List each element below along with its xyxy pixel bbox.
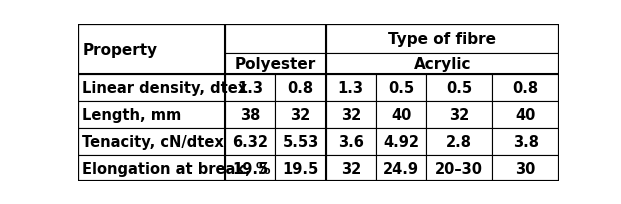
- Text: 38: 38: [240, 108, 260, 123]
- Bar: [492, 129, 559, 155]
- Text: 1.3: 1.3: [237, 81, 263, 96]
- Text: 4.92: 4.92: [383, 135, 419, 150]
- Text: Type of fibre: Type of fibre: [388, 32, 496, 47]
- Bar: [427, 102, 492, 129]
- Text: 1.3: 1.3: [338, 81, 364, 96]
- Text: 20–30: 20–30: [435, 161, 483, 176]
- Bar: [225, 54, 325, 75]
- Bar: [376, 155, 427, 182]
- Text: Acrylic: Acrylic: [414, 57, 471, 72]
- Bar: [492, 75, 559, 102]
- Bar: [325, 102, 376, 129]
- Bar: [325, 155, 376, 182]
- Bar: [492, 102, 559, 129]
- Bar: [275, 102, 325, 129]
- Bar: [325, 75, 376, 102]
- Text: 0.5: 0.5: [446, 81, 473, 96]
- Bar: [427, 129, 492, 155]
- Bar: [492, 155, 559, 182]
- Text: Elongation at break, %: Elongation at break, %: [82, 161, 271, 176]
- Bar: [325, 24, 559, 54]
- Bar: [427, 155, 492, 182]
- Text: 2.8: 2.8: [446, 135, 473, 150]
- Bar: [225, 129, 275, 155]
- Bar: [325, 54, 559, 75]
- Text: 3.6: 3.6: [338, 135, 364, 150]
- Text: 32: 32: [449, 108, 469, 123]
- Text: 19.5: 19.5: [232, 161, 268, 176]
- Bar: [78, 102, 225, 129]
- Bar: [376, 102, 427, 129]
- Text: 19.5: 19.5: [283, 161, 319, 176]
- Text: 32: 32: [341, 108, 361, 123]
- Bar: [78, 129, 225, 155]
- Bar: [376, 75, 427, 102]
- Bar: [225, 75, 275, 102]
- Bar: [225, 155, 275, 182]
- Bar: [427, 75, 492, 102]
- Bar: [78, 155, 225, 182]
- Bar: [225, 24, 325, 54]
- Text: 3.8: 3.8: [512, 135, 538, 150]
- Bar: [325, 129, 376, 155]
- Bar: [275, 155, 325, 182]
- Bar: [78, 75, 225, 102]
- Text: 0.5: 0.5: [388, 81, 414, 96]
- Text: 0.8: 0.8: [512, 81, 538, 96]
- Text: 30: 30: [515, 161, 536, 176]
- Text: 0.8: 0.8: [288, 81, 314, 96]
- Text: 6.32: 6.32: [232, 135, 268, 150]
- Text: 32: 32: [290, 108, 310, 123]
- Bar: [376, 129, 427, 155]
- Text: 40: 40: [515, 108, 536, 123]
- Text: 32: 32: [341, 161, 361, 176]
- Text: Property: Property: [82, 42, 157, 57]
- Bar: [275, 75, 325, 102]
- Text: Linear density, dtex: Linear density, dtex: [82, 81, 247, 96]
- Bar: [225, 102, 275, 129]
- Bar: [275, 129, 325, 155]
- Text: Length, mm: Length, mm: [82, 108, 181, 123]
- Text: 24.9: 24.9: [383, 161, 419, 176]
- Text: Tenacity, cN/dtex: Tenacity, cN/dtex: [82, 135, 224, 150]
- Text: 5.53: 5.53: [283, 135, 319, 150]
- Bar: [78, 24, 225, 75]
- Text: 40: 40: [391, 108, 411, 123]
- Text: Polyester: Polyester: [235, 57, 316, 72]
